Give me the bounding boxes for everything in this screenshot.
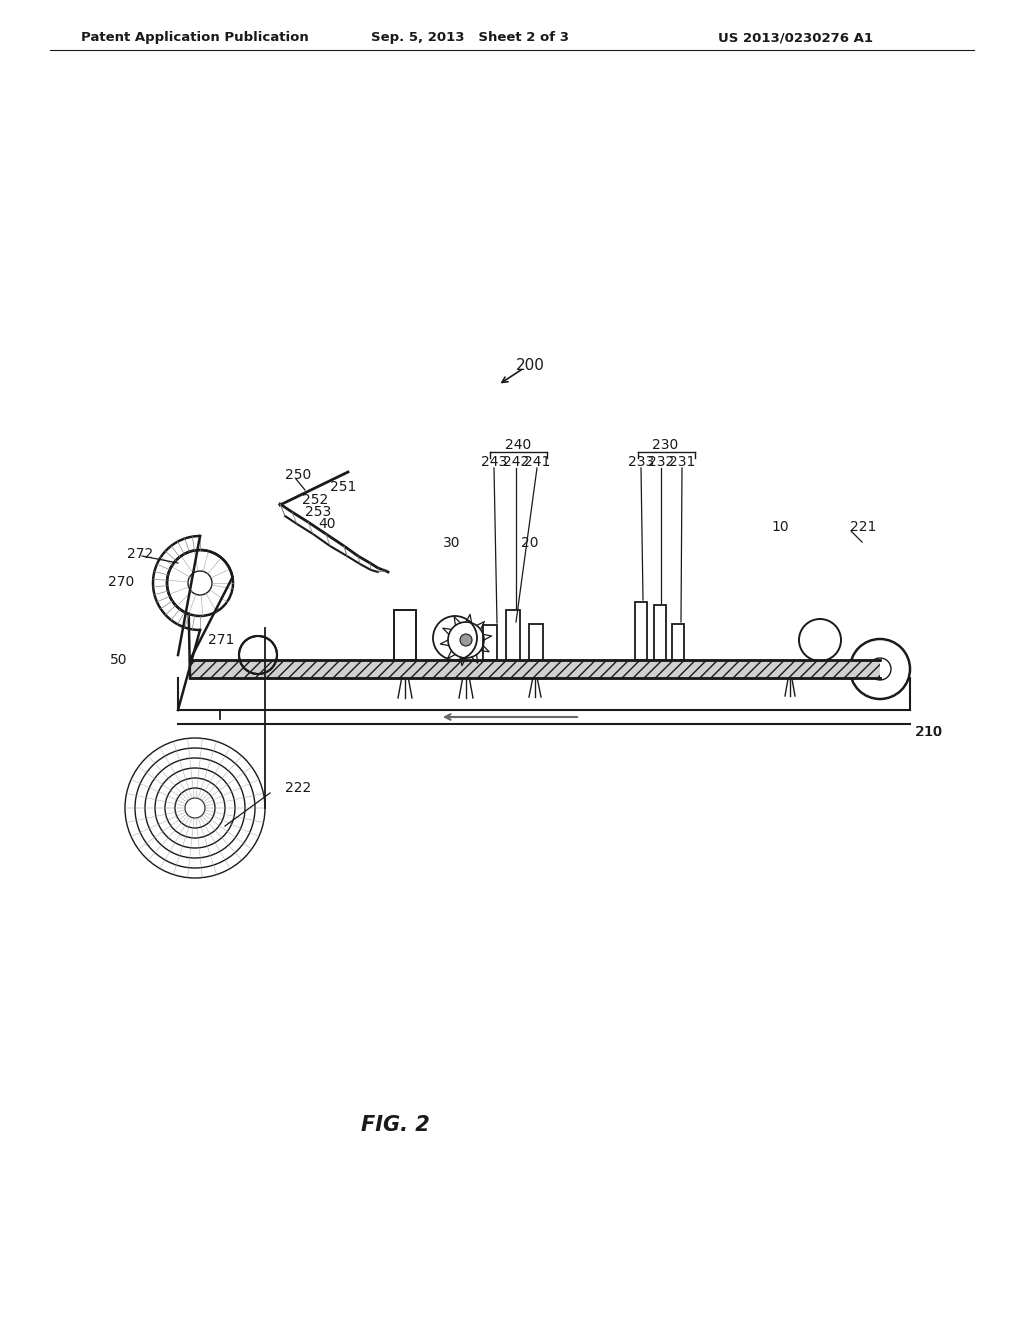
Text: Patent Application Publication: Patent Application Publication xyxy=(81,32,309,45)
Text: 252: 252 xyxy=(302,492,329,507)
Text: 50: 50 xyxy=(110,653,128,667)
Text: 240: 240 xyxy=(505,438,531,451)
Text: Sep. 5, 2013   Sheet 2 of 3: Sep. 5, 2013 Sheet 2 of 3 xyxy=(371,32,569,45)
Text: 10: 10 xyxy=(771,520,788,535)
Text: US 2013/0230276 A1: US 2013/0230276 A1 xyxy=(718,32,872,45)
Text: 231: 231 xyxy=(669,455,695,469)
Bar xyxy=(190,660,880,678)
Text: FIG. 2: FIG. 2 xyxy=(360,1115,429,1135)
Text: 230: 230 xyxy=(652,438,678,451)
Text: 271: 271 xyxy=(208,634,234,647)
Text: 241: 241 xyxy=(524,455,550,469)
Circle shape xyxy=(460,634,472,645)
Text: 233: 233 xyxy=(628,455,654,469)
Text: 251: 251 xyxy=(330,480,356,494)
Text: 200: 200 xyxy=(515,358,545,372)
Text: 270: 270 xyxy=(108,576,134,589)
Text: 222: 222 xyxy=(285,781,311,795)
Text: 210: 210 xyxy=(916,725,942,739)
Text: 20: 20 xyxy=(521,536,539,550)
Text: 250: 250 xyxy=(285,469,311,482)
Bar xyxy=(483,624,497,660)
Text: 242: 242 xyxy=(503,455,529,469)
Text: 40: 40 xyxy=(318,517,336,531)
Bar xyxy=(635,602,647,660)
Text: 221: 221 xyxy=(850,520,877,535)
Text: 30: 30 xyxy=(443,536,461,550)
Text: 253: 253 xyxy=(305,506,331,519)
Text: 243: 243 xyxy=(481,455,507,469)
Bar xyxy=(654,605,666,660)
Text: 272: 272 xyxy=(127,546,154,561)
Bar xyxy=(529,624,543,660)
Bar xyxy=(506,610,520,660)
Text: 210: 210 xyxy=(915,725,941,739)
Text: 232: 232 xyxy=(648,455,674,469)
Bar xyxy=(394,610,416,660)
Bar xyxy=(672,624,684,660)
